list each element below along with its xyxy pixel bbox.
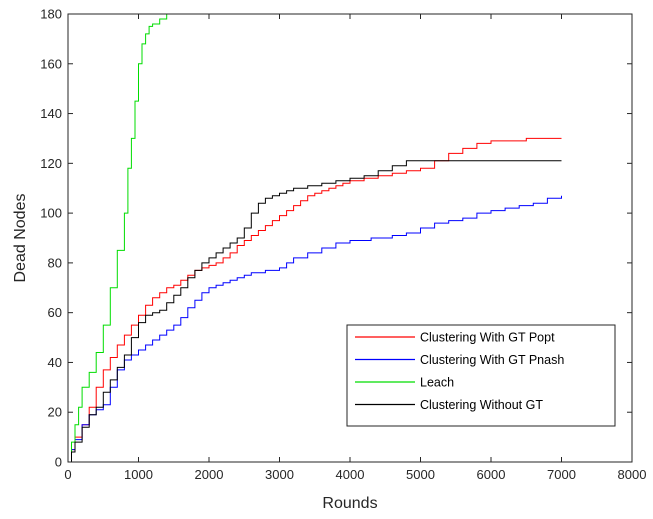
- x-tick-label: 5000: [406, 467, 435, 482]
- legend-label-3: Clustering Without GT: [420, 398, 543, 412]
- y-tick-label: 80: [48, 255, 62, 270]
- legend-label-2: Leach: [420, 376, 454, 390]
- y-tick-label: 60: [48, 305, 62, 320]
- y-tick-label: 180: [40, 7, 62, 22]
- y-tick-label: 20: [48, 405, 62, 420]
- x-tick-label: 3000: [265, 467, 294, 482]
- y-axis-label: Dead Nodes: [12, 194, 29, 283]
- x-tick-label: 2000: [195, 467, 224, 482]
- y-tick-label: 160: [40, 56, 62, 71]
- legend: Clustering With GT Popt Clustering With G…: [346, 324, 616, 427]
- y-tick-label: 40: [48, 355, 62, 370]
- series-layer: [68, 13, 562, 463]
- legend-box: [346, 324, 616, 427]
- series-line-1: [68, 195, 562, 463]
- legend-label-0: Clustering With GT Popt: [420, 331, 555, 345]
- y-tick-label: 0: [55, 455, 62, 470]
- y-tick-label: 140: [40, 106, 62, 121]
- y-tick-label: 120: [40, 156, 62, 171]
- x-tick-label: 4000: [336, 467, 365, 482]
- x-tick-label: 8000: [618, 467, 647, 482]
- x-tick-label: 1000: [124, 467, 153, 482]
- y-tick-label: 100: [40, 206, 62, 221]
- x-axis-label: Rounds: [322, 495, 377, 512]
- x-tick-label: 0: [64, 467, 71, 482]
- x-tick-label: 7000: [547, 467, 576, 482]
- ticks-layer: 0 1000 2000 3000 4000 5000 6000 7000 8000 0 20 40 60…: [40, 7, 646, 483]
- legend-label-1: Clustering With GT Pnash: [420, 353, 564, 367]
- series-line-3: [68, 160, 562, 463]
- series-line-0: [68, 137, 562, 463]
- series-line-2: [68, 13, 562, 463]
- x-tick-label: 6000: [477, 467, 506, 482]
